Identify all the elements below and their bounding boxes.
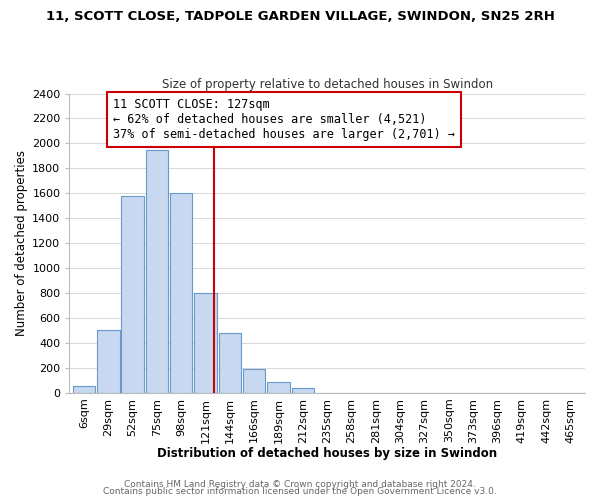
Bar xyxy=(292,388,314,393)
Bar xyxy=(121,196,144,393)
Bar xyxy=(194,293,217,393)
Text: Contains public sector information licensed under the Open Government Licence v3: Contains public sector information licen… xyxy=(103,488,497,496)
Bar xyxy=(268,382,290,393)
Bar xyxy=(73,386,95,393)
X-axis label: Distribution of detached houses by size in Swindon: Distribution of detached houses by size … xyxy=(157,447,497,460)
Bar xyxy=(146,150,168,393)
Y-axis label: Number of detached properties: Number of detached properties xyxy=(15,150,28,336)
Bar xyxy=(243,369,265,393)
Text: 11, SCOTT CLOSE, TADPOLE GARDEN VILLAGE, SWINDON, SN25 2RH: 11, SCOTT CLOSE, TADPOLE GARDEN VILLAGE,… xyxy=(46,10,554,23)
Text: Contains HM Land Registry data © Crown copyright and database right 2024.: Contains HM Land Registry data © Crown c… xyxy=(124,480,476,489)
Bar xyxy=(170,194,193,393)
Bar xyxy=(219,333,241,393)
Title: Size of property relative to detached houses in Swindon: Size of property relative to detached ho… xyxy=(161,78,493,91)
Bar xyxy=(97,330,119,393)
Text: 11 SCOTT CLOSE: 127sqm
← 62% of detached houses are smaller (4,521)
37% of semi-: 11 SCOTT CLOSE: 127sqm ← 62% of detached… xyxy=(113,98,455,141)
